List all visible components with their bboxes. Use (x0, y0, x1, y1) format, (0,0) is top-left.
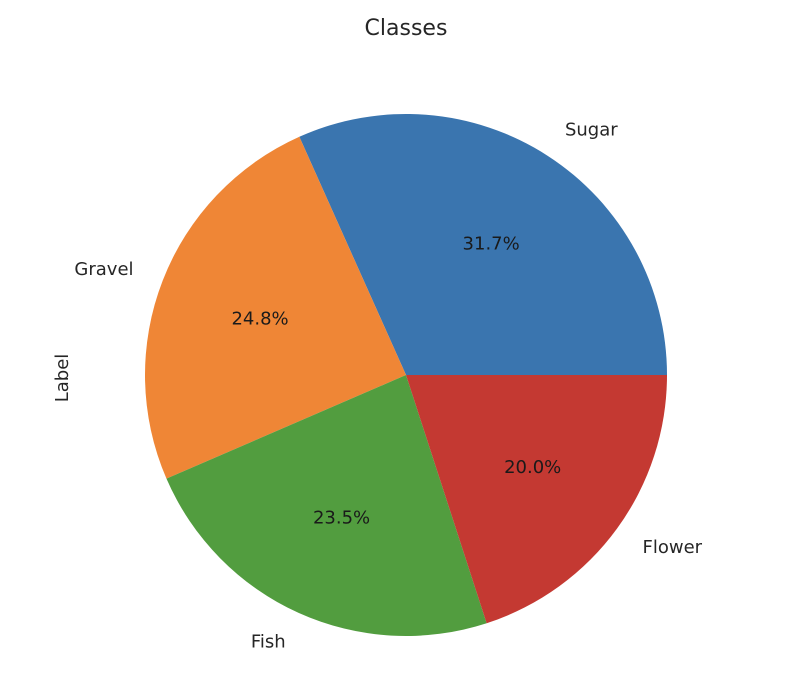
chart-title: Classes (365, 16, 448, 41)
y-axis-label: Label (52, 354, 73, 403)
slice-label-flower: Flower (642, 537, 702, 558)
pie-slice-flower (406, 375, 667, 624)
pie-slice-sugar (299, 113, 667, 375)
slice-percent-fish: 23.5% (313, 508, 370, 529)
pie-slice-gravel (144, 136, 406, 479)
slice-label-gravel: Gravel (74, 259, 133, 280)
slice-label-sugar: Sugar (565, 120, 618, 141)
slice-percent-flower: 20.0% (504, 457, 561, 478)
pie-slices (144, 113, 667, 636)
slice-percent-gravel: 24.8% (231, 308, 288, 329)
pie-labels: Sugar 31.7% Gravel 24.8% Fish 23.5% Flower 20.0… (74, 120, 702, 653)
slice-percent-sugar: 31.7% (463, 234, 520, 255)
slice-label-fish: Fish (251, 631, 286, 652)
pie-slice-fish (166, 375, 487, 636)
